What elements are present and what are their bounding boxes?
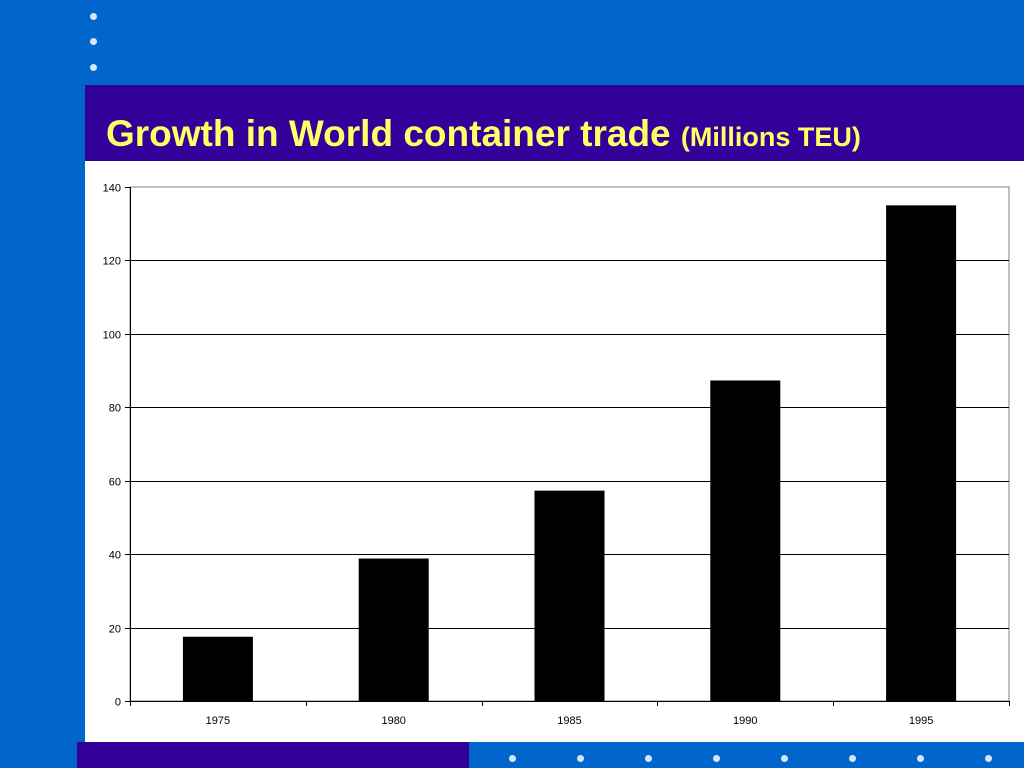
x-tick-label: 1975	[206, 715, 230, 727]
slide-title-main: Growth in World container trade	[106, 113, 671, 154]
x-tick-label: 1990	[733, 715, 757, 727]
bar	[886, 205, 957, 701]
chart-bars	[182, 205, 957, 701]
decor-dot	[90, 38, 97, 45]
footer-band	[77, 742, 469, 768]
y-tick-label: 0	[115, 697, 121, 709]
slide-title-unit: (Millions TEU)	[680, 122, 861, 152]
y-tick-label: 60	[109, 477, 121, 489]
bar	[182, 636, 253, 701]
decor-dot	[713, 755, 720, 762]
bar	[710, 380, 781, 701]
decor-dot	[917, 755, 924, 762]
decor-dot	[645, 755, 652, 762]
bar	[534, 490, 605, 701]
slide-title: Growth in World container trade (Million…	[106, 112, 861, 159]
y-tick-label: 100	[103, 330, 121, 342]
decor-dot	[849, 755, 856, 762]
chart-axes	[125, 187, 1010, 706]
y-tick-label: 140	[103, 183, 121, 195]
bar	[358, 558, 429, 701]
footer-dots	[469, 742, 1024, 768]
bar-chart: 0 20 40 60 80 100 120 140 1975 1980 1985 1990 1995	[103, 183, 1010, 728]
x-tick-label: 1980	[381, 715, 405, 727]
decor-dot	[90, 13, 97, 20]
decor-dot	[781, 755, 788, 762]
decor-dot	[90, 64, 97, 71]
decor-dot	[985, 755, 992, 762]
chart-tick-labels: 0 20 40 60 80 100 120 140 1975 1980 1985 1990 1995	[103, 183, 934, 728]
x-tick-label: 1985	[557, 715, 581, 727]
y-tick-label: 20	[109, 624, 121, 636]
decor-dot	[577, 755, 584, 762]
title-band	[85, 85, 1024, 161]
x-tick-label: 1995	[909, 715, 933, 727]
y-tick-label: 40	[109, 550, 121, 562]
decor-dot	[509, 755, 516, 762]
chart-panel: 0 20 40 60 80 100 120 140 1975 1980 1985 1990 1995	[85, 161, 1024, 745]
y-tick-label: 120	[103, 256, 121, 268]
y-tick-label: 80	[109, 403, 121, 415]
